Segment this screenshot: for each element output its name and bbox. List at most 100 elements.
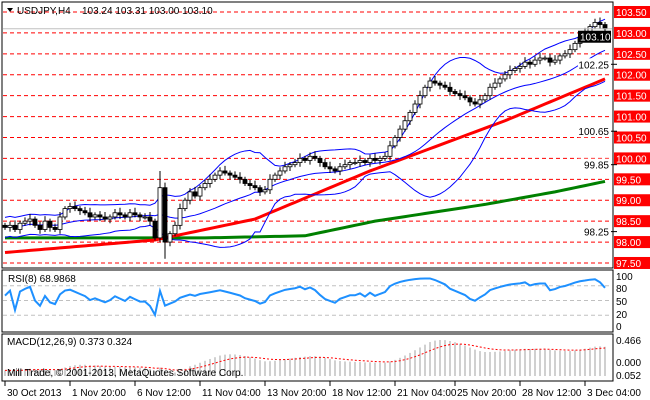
collapse-triangle-icon[interactable] [7, 8, 13, 12]
candle-bear [77, 208, 83, 212]
price-label-box [614, 89, 650, 102]
candle-bull [272, 174, 278, 180]
candle-bear [152, 220, 158, 239]
candle-bull [17, 222, 23, 230]
candle-bull [22, 220, 28, 224]
candle-bull [562, 53, 568, 57]
candle-bull [552, 59, 558, 63]
candle-bull [382, 155, 388, 159]
time-label: 13 Nov 20:00 [267, 388, 327, 399]
candle-bull [517, 65, 523, 69]
candle-bull [402, 120, 408, 130]
candle-bull [522, 61, 528, 67]
candle-bull [182, 199, 188, 210]
candle-bull [337, 166, 343, 172]
candle-bull [282, 166, 288, 172]
candle-bull [352, 162, 358, 164]
time-label: 3 Dec 04:00 [587, 388, 641, 399]
candle-bear [252, 185, 258, 189]
price-label-box [614, 26, 650, 39]
candle-bull [367, 158, 373, 163]
candle-bull [537, 57, 543, 61]
price-label: 100.00 [616, 154, 647, 165]
candle-bull [277, 170, 283, 176]
candle-bear [242, 178, 248, 184]
candle-bull [502, 74, 508, 80]
candle-bear [137, 214, 143, 218]
price-label-box [614, 47, 650, 60]
candle-bear [462, 95, 468, 99]
copyright-label: Mill Trade, © 2001-2013, MetaQuotes Soft… [7, 368, 243, 379]
candle-bull [262, 189, 268, 193]
candle-bull [207, 178, 213, 184]
price-tick-label: 102.25 [578, 60, 609, 71]
candle-bear [472, 101, 478, 105]
candle-bear [227, 172, 233, 176]
price-label: 103.00 [616, 29, 647, 40]
candle-bear [467, 97, 473, 103]
candle-bear [372, 158, 378, 161]
fast-moving-average-line [4, 77, 606, 255]
candle-bull [482, 95, 488, 101]
candle-bull [202, 183, 208, 189]
candle-bull [477, 99, 483, 105]
candle-bear [447, 86, 453, 92]
candle-bear [132, 212, 138, 216]
candle-bear [232, 174, 238, 178]
candle-bull [412, 103, 418, 113]
macd-tick-max: 0.466 [616, 336, 641, 347]
price-label: 101.50 [616, 92, 647, 103]
candle-bear [457, 93, 463, 97]
candle-bear [302, 158, 308, 161]
price-tick-label: 100.65 [578, 127, 609, 138]
time-label: 18 Nov 12:00 [332, 388, 392, 399]
candle-bear [597, 22, 603, 25]
price-label-box [614, 215, 650, 228]
bollinger-lower-band [4, 80, 606, 248]
rsi-tick-20: 20 [616, 310, 628, 321]
candle-bull [427, 80, 433, 88]
candle-bear [102, 216, 108, 220]
macd-panel-border [1, 333, 614, 382]
price-label-box [614, 131, 650, 144]
candle-bear [322, 162, 328, 168]
candle-bear [237, 176, 243, 180]
price-label-box [614, 152, 650, 165]
time-label: 6 Nov 12:00 [137, 388, 191, 399]
candle-bear [2, 224, 8, 228]
candle-bull [27, 218, 33, 222]
candle-bull [217, 170, 223, 176]
candle-bear [437, 82, 443, 86]
current-price-box [578, 30, 611, 43]
candle-bull [107, 216, 113, 220]
candle-bear [547, 57, 553, 63]
macd-tick-min: 0.052 [616, 371, 641, 382]
time-label: 21 Nov 04:00 [397, 388, 457, 399]
candle-bull [7, 224, 13, 228]
candle-bear [122, 214, 128, 218]
candle-bull [167, 233, 173, 243]
candle-bull [57, 216, 63, 230]
candle-bear [432, 80, 438, 84]
candle-bull [172, 224, 178, 235]
candle-bear [47, 220, 53, 228]
macd-tick-zero: 0.000 [616, 358, 641, 369]
bollinger-middle-band [4, 49, 606, 228]
candle-bull [542, 57, 548, 60]
candle-bull [287, 164, 293, 168]
candle-bear [332, 168, 338, 172]
candle-bear [162, 187, 168, 243]
candle-bear [602, 24, 608, 30]
price-tick-label-bg [578, 225, 610, 238]
candle-bull [187, 191, 193, 201]
candle-bull [487, 86, 493, 97]
candle-bear [312, 155, 318, 159]
price-label: 97.50 [616, 259, 641, 270]
candle-bull [292, 162, 298, 166]
candle-bear [192, 191, 198, 197]
price-label: 100.50 [616, 133, 647, 144]
candle-bull [92, 214, 98, 218]
candle-bull [347, 162, 353, 166]
